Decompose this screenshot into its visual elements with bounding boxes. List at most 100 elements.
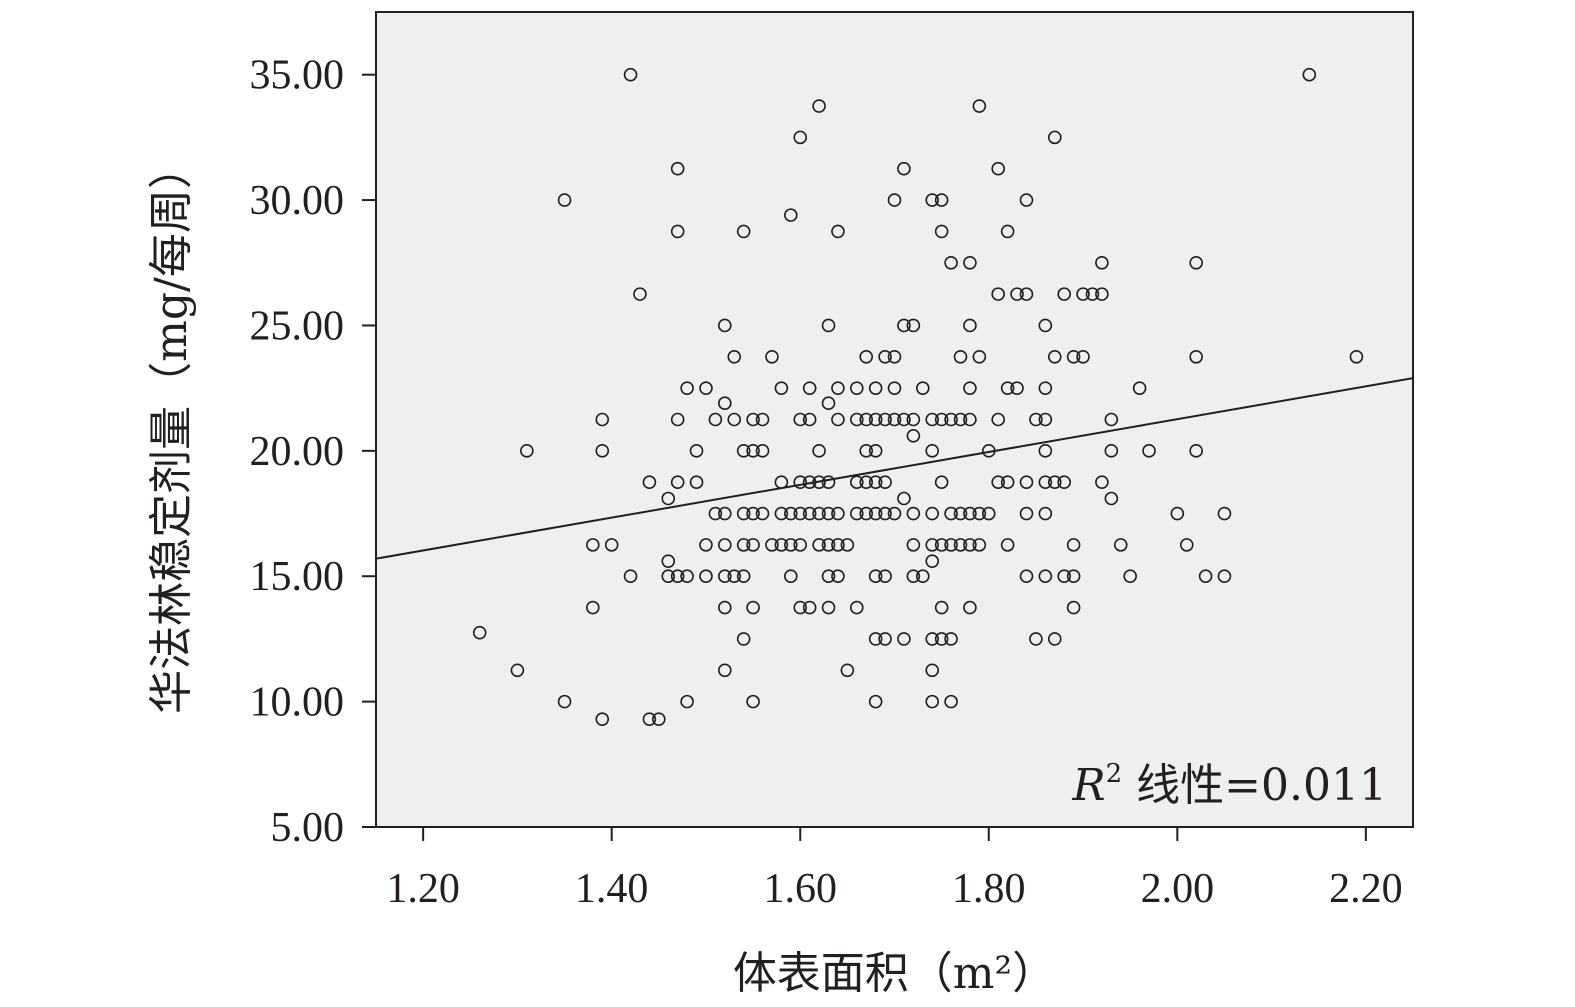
data-point: [1038, 569, 1053, 584]
data-point: [934, 600, 949, 615]
data-point: [1095, 475, 1109, 489]
data-point: [1189, 350, 1203, 364]
data-point: [708, 412, 723, 427]
data-point: [1113, 538, 1128, 552]
data-point: [1217, 569, 1232, 584]
data-point: [944, 255, 958, 270]
data-point: [934, 193, 949, 207]
data-point: [623, 67, 638, 82]
r-symbol: R: [1071, 760, 1105, 811]
data-point: [868, 475, 883, 489]
data-point: [963, 381, 977, 395]
data-point: [944, 632, 958, 646]
data-point: [972, 99, 987, 113]
data-point: [661, 491, 676, 506]
data-point: [1104, 491, 1119, 506]
data-point: [906, 428, 921, 443]
data-point: [831, 506, 845, 521]
data-point: [557, 694, 572, 709]
data-point: [1019, 506, 1034, 521]
data-point: [736, 224, 751, 239]
data-point: [765, 538, 779, 552]
data-point: [746, 506, 760, 521]
data-point: [1104, 412, 1119, 427]
data-point: [925, 193, 940, 207]
data-point: [831, 224, 845, 239]
r-squared-annotation: R2 线性=0.011: [1071, 759, 1387, 811]
data-point: [802, 600, 817, 615]
data-point: [1000, 475, 1015, 489]
data-point: [925, 506, 940, 521]
data-point: [1189, 444, 1203, 458]
data-point: [557, 193, 572, 207]
data-point: [925, 412, 940, 427]
y-tick-label: 15.00: [250, 554, 345, 600]
y-tick-label: 25.00: [250, 303, 345, 349]
data-point: [859, 475, 874, 489]
y-axis: 5.00 10.00 15.00 20.00 25.00 30.00 35.00: [250, 53, 376, 851]
data-point: [1076, 287, 1090, 301]
data-point: [1019, 569, 1034, 584]
data-point: [963, 538, 977, 552]
data-point: [821, 506, 836, 521]
data-point: [868, 381, 883, 395]
data-point: [1095, 287, 1109, 301]
data-point: [774, 538, 789, 552]
data-point: [1066, 569, 1081, 584]
data-point: [868, 506, 883, 521]
data-point: [699, 538, 713, 552]
data-point: [1038, 318, 1053, 333]
data-point: [755, 506, 770, 521]
data-point: [793, 538, 808, 552]
data-point: [934, 412, 949, 427]
data-point: [718, 600, 732, 615]
data-point: [746, 444, 760, 458]
data-point: [783, 538, 798, 552]
y-tick-label: 35.00: [250, 53, 345, 99]
data-point: [934, 224, 949, 239]
data-point: [1000, 381, 1015, 395]
data-point: [849, 412, 864, 427]
x-tick-label: 1.60: [763, 866, 837, 912]
fit-line: [375, 377, 1414, 560]
data-point: [897, 161, 911, 176]
data-point: [755, 444, 770, 458]
data-point: [897, 412, 911, 427]
data-point: [963, 255, 977, 270]
data-point: [1142, 444, 1156, 458]
data-point: [934, 538, 949, 552]
data-point: [1038, 444, 1053, 458]
data-point: [718, 538, 732, 552]
data-point: [821, 475, 836, 489]
data-point: [1029, 412, 1043, 427]
data-point: [991, 412, 1006, 427]
data-point: [972, 350, 987, 364]
data-point: [689, 475, 704, 489]
data-point: [906, 412, 921, 427]
data-point: [783, 569, 798, 584]
data-point: [991, 475, 1006, 489]
data-point: [944, 538, 958, 552]
data-point: [680, 381, 694, 395]
x-tick-label: 1.40: [575, 866, 649, 912]
data-point: [906, 569, 921, 584]
data-point: [1010, 381, 1024, 395]
data-point: [831, 538, 845, 552]
data-point: [1047, 632, 1062, 646]
data-point: [595, 712, 610, 726]
data-point: [925, 444, 940, 458]
data-point: [736, 569, 751, 584]
y-tick-label: 30.00: [250, 178, 345, 224]
data-point: [736, 632, 751, 646]
data-point: [1010, 287, 1024, 301]
data-point: [953, 412, 968, 427]
data-point: [821, 538, 836, 552]
data-point: [953, 538, 968, 552]
data-point: [925, 663, 940, 678]
data-point: [783, 208, 798, 222]
data-point: [963, 412, 977, 427]
data-point: [633, 287, 647, 301]
data-point: [746, 538, 760, 552]
data-point: [849, 475, 864, 489]
